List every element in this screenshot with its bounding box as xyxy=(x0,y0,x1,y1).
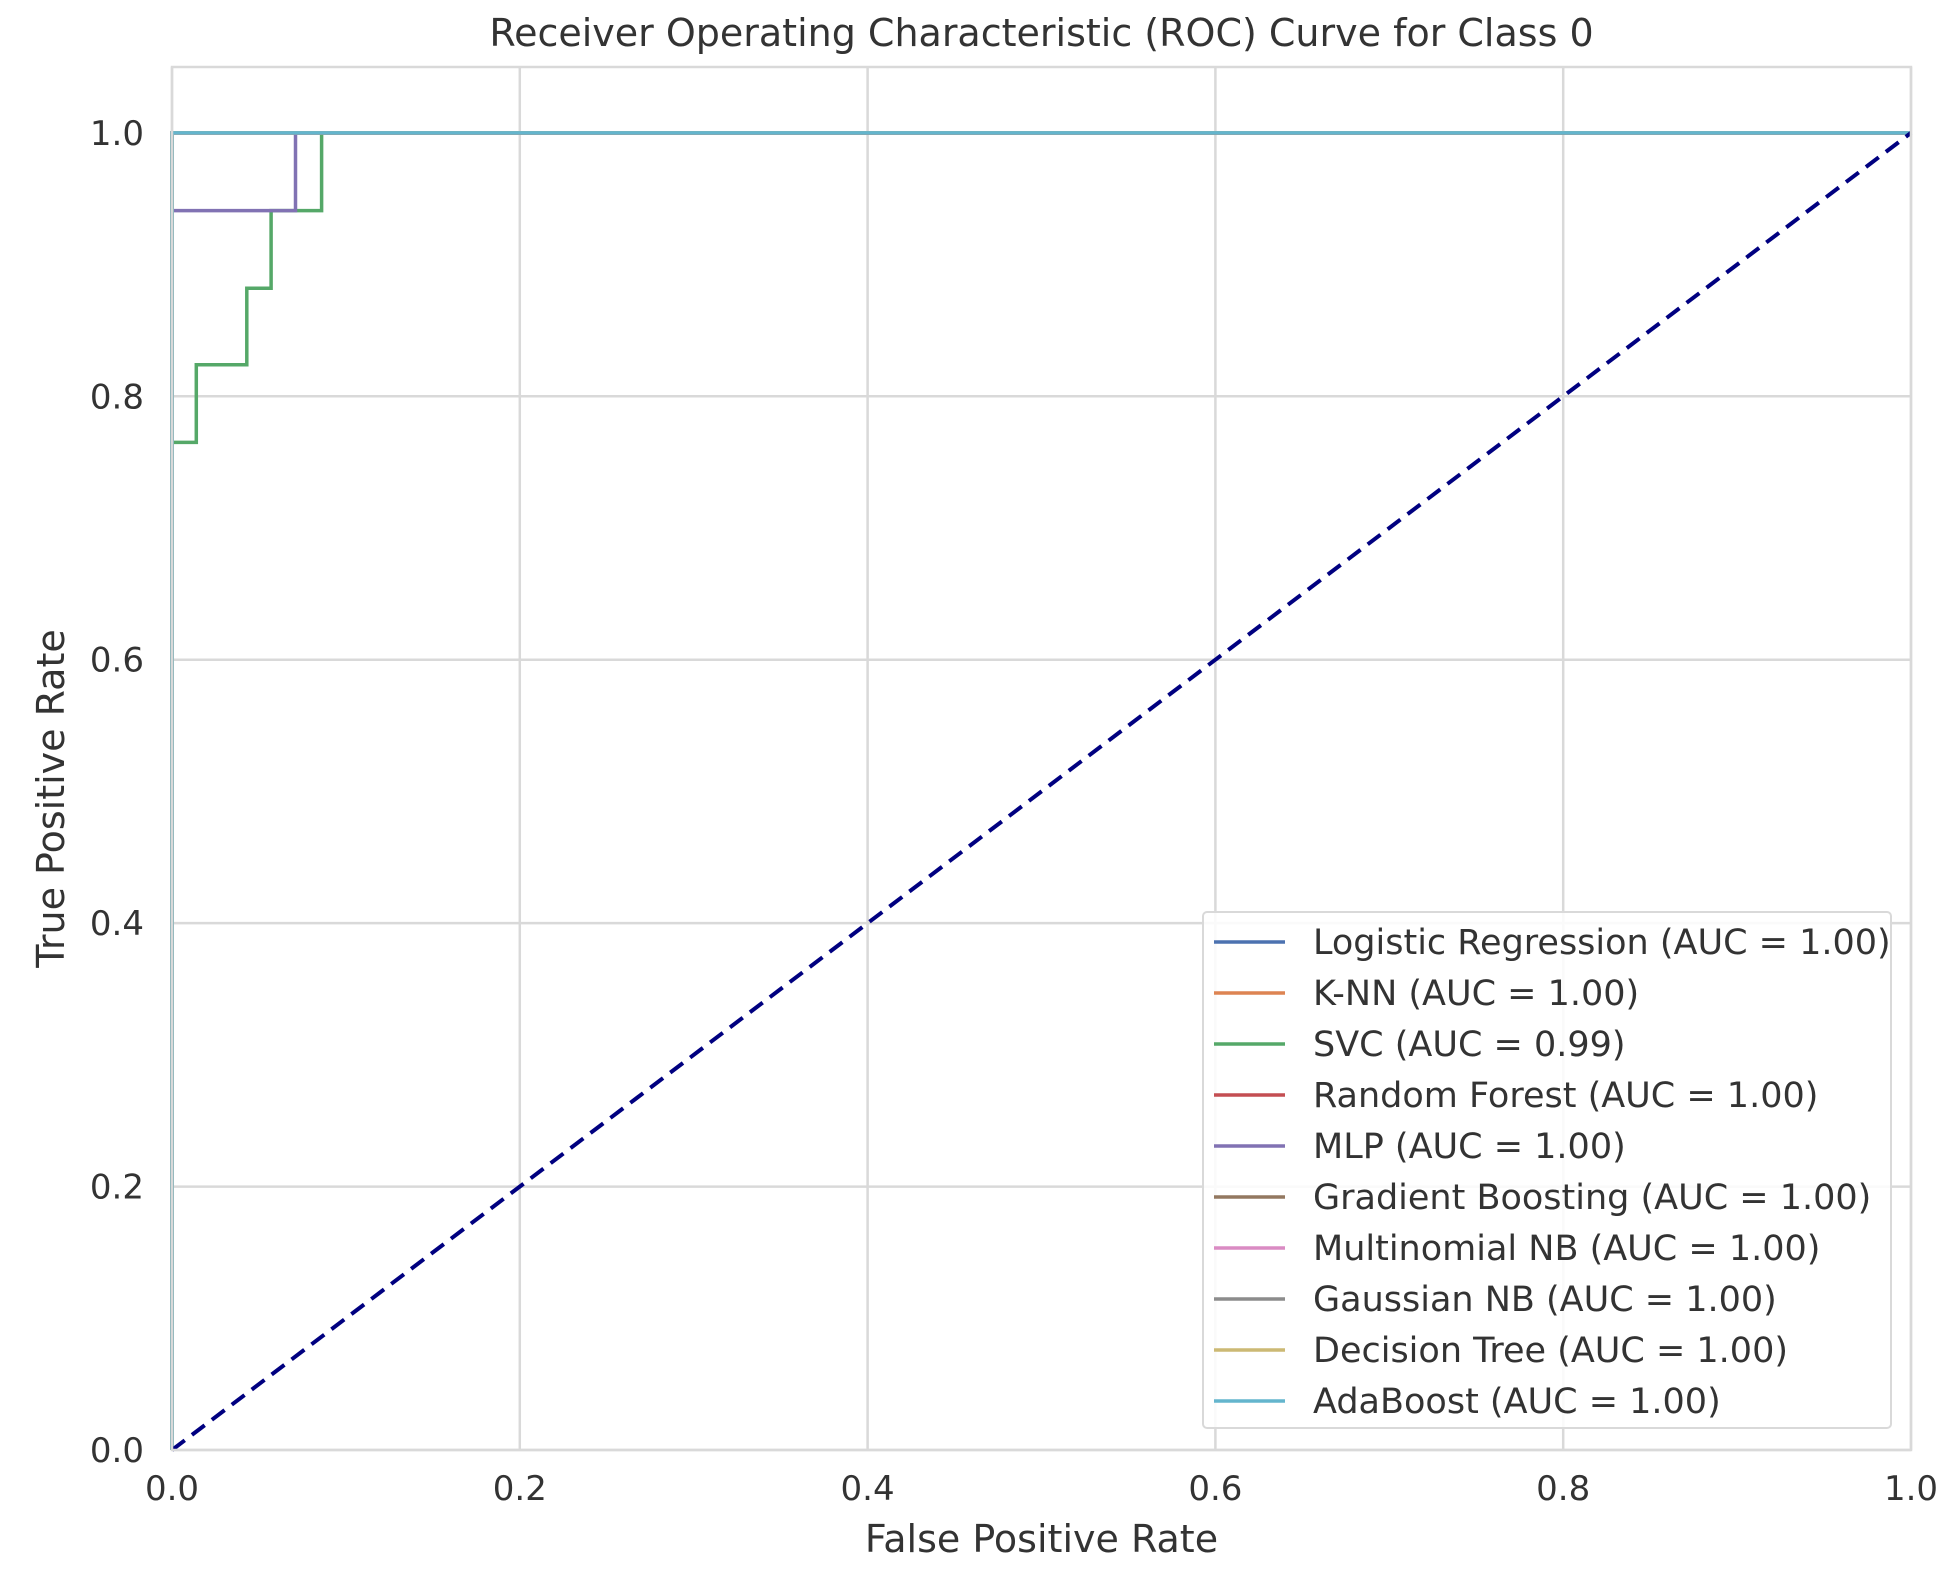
legend-entry-0: Logistic Regression (AUC = 1.00) xyxy=(1313,923,1891,963)
y-tick-label: 0.2 xyxy=(90,1168,144,1208)
y-tick-label: 0.6 xyxy=(90,641,144,681)
y-axis-label: True Positive Rate xyxy=(29,629,73,969)
chart-title: Receiver Operating Characteristic (ROC) … xyxy=(489,11,1593,55)
y-tick-label: 0.0 xyxy=(90,1431,144,1471)
x-tick-label: 0.2 xyxy=(493,1469,547,1509)
legend-entry-1: K-NN (AUC = 1.00) xyxy=(1313,974,1639,1014)
x-tick-label: 0.8 xyxy=(1536,1469,1590,1509)
legend-entry-4: MLP (AUC = 1.00) xyxy=(1313,1127,1626,1167)
legend: Logistic Regression (AUC = 1.00) K-NN (AU… xyxy=(1202,911,1892,1429)
series-line-2 xyxy=(170,131,1911,1450)
plot-frame xyxy=(170,65,1913,1452)
x-tick-label: 0.4 xyxy=(841,1469,895,1509)
grid xyxy=(170,67,1913,1452)
x-tick-label: 0.6 xyxy=(1188,1469,1242,1509)
legend-entry-3: Random Forest (AUC = 1.00) xyxy=(1313,1076,1818,1116)
legend-box xyxy=(1202,911,1892,1429)
x-tick-label: 0.0 xyxy=(145,1469,199,1509)
y-tick-label: 0.8 xyxy=(90,377,144,417)
reference-diagonal-line xyxy=(170,131,1913,1452)
tick-labels: 0.0 0.2 0.4 0.6 0.8 1.0 0.0 0.2 0.4 0.6 0.8 1.0 xyxy=(90,114,1938,1509)
x-axis-label: False Positive Rate xyxy=(865,1517,1218,1561)
legend-entry-5: Gradient Boosting (AUC = 1.00) xyxy=(1313,1178,1871,1218)
legend-entry-6: Multinomial NB (AUC = 1.00) xyxy=(1313,1229,1820,1269)
legend-entry-7: Gaussian NB (AUC = 1.00) xyxy=(1313,1280,1777,1320)
legend-entry-2: SVC (AUC = 0.99) xyxy=(1313,1025,1626,1065)
legend-entry-8: Decision Tree (AUC = 1.00) xyxy=(1313,1331,1788,1371)
y-tick-label: 1.0 xyxy=(90,114,144,154)
x-tick-label: 1.0 xyxy=(1884,1469,1938,1509)
y-tick-label: 0.4 xyxy=(90,904,144,944)
legend-entry-9: AdaBoost (AUC = 1.00) xyxy=(1313,1382,1721,1422)
